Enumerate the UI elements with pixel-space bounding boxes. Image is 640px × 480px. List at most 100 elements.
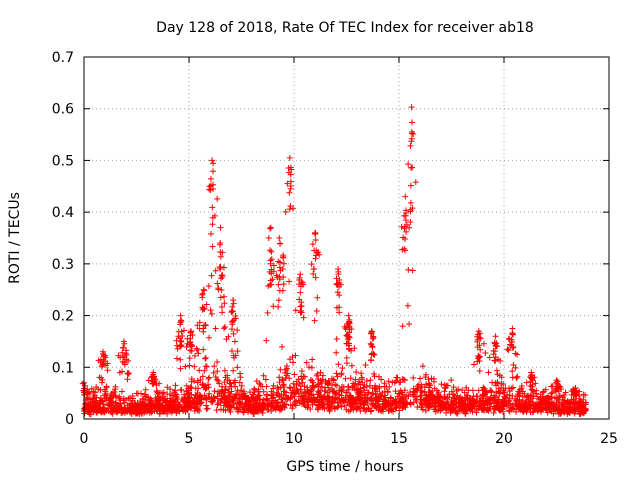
- data-point: [437, 407, 444, 414]
- data-point: [397, 379, 404, 386]
- data-point: [483, 393, 490, 400]
- data-point: [407, 182, 414, 189]
- data-point: [353, 405, 360, 412]
- data-point: [140, 395, 147, 402]
- data-point: [121, 353, 128, 360]
- grid-lines: [84, 57, 609, 419]
- data-point: [494, 400, 501, 407]
- data-point: [409, 267, 416, 274]
- data-point: [214, 195, 221, 202]
- data-point: [401, 387, 408, 394]
- data-point: [280, 388, 287, 395]
- data-point: [299, 379, 306, 386]
- data-point: [462, 408, 469, 415]
- data-point: [479, 397, 486, 404]
- data-point: [287, 171, 294, 178]
- data-point: [268, 248, 275, 255]
- data-point: [582, 392, 589, 399]
- y-tick-label: 0.1: [52, 360, 74, 376]
- data-point: [280, 252, 287, 259]
- data-point: [314, 381, 321, 388]
- data-point: [461, 394, 468, 401]
- data-point: [277, 366, 284, 373]
- data-point: [492, 343, 499, 350]
- data-point: [319, 404, 326, 411]
- data-point: [219, 273, 226, 280]
- data-point: [306, 364, 313, 371]
- data-point: [403, 392, 410, 399]
- data-point: [177, 356, 184, 363]
- y-tick-labels: 0 0.1 0.2 0.3 0.4 0.5 0.6 0.7: [52, 50, 74, 428]
- data-point: [268, 256, 275, 263]
- data-point: [209, 214, 216, 221]
- data-point: [279, 343, 286, 350]
- data-point: [228, 348, 235, 355]
- data-point: [398, 389, 405, 396]
- data-point: [286, 278, 293, 285]
- data-point: [435, 389, 442, 396]
- data-point: [319, 396, 326, 403]
- data-point: [298, 299, 305, 306]
- data-point: [293, 382, 300, 389]
- axis-ticks: [83, 56, 610, 420]
- data-point: [428, 375, 435, 382]
- data-point: [335, 403, 342, 410]
- data-point: [97, 386, 104, 393]
- data-point: [557, 410, 564, 417]
- data-point: [183, 382, 190, 389]
- data-point: [352, 380, 359, 387]
- y-tick-label: 0.5: [52, 153, 74, 169]
- data-point: [561, 392, 568, 399]
- data-point: [569, 408, 576, 415]
- data-point: [280, 260, 287, 267]
- data-point: [324, 389, 331, 396]
- data-point: [235, 407, 242, 414]
- data-point: [335, 283, 342, 290]
- data-point: [407, 142, 414, 149]
- data-point: [298, 368, 305, 375]
- data-point: [492, 379, 499, 386]
- data-point: [402, 193, 409, 200]
- data-point: [492, 354, 499, 361]
- data-point: [396, 407, 403, 414]
- data-point: [275, 303, 282, 310]
- data-point: [370, 334, 377, 341]
- data-point: [205, 381, 212, 388]
- data-point: [200, 325, 207, 332]
- data-point: [376, 373, 383, 380]
- data-point: [284, 180, 291, 187]
- data-point: [276, 273, 283, 280]
- data-point: [349, 395, 356, 402]
- data-point: [347, 375, 354, 382]
- data-point: [541, 398, 548, 405]
- data-point: [314, 391, 321, 398]
- data-point: [214, 280, 221, 287]
- data-point: [125, 395, 132, 402]
- data-point: [194, 406, 201, 413]
- data-point: [184, 335, 191, 342]
- data-point: [226, 377, 233, 384]
- data-point: [297, 271, 304, 278]
- data-point: [219, 386, 226, 393]
- data-point: [183, 388, 190, 395]
- data-point: [309, 356, 316, 363]
- data-point: [214, 359, 221, 366]
- data-point: [210, 160, 217, 167]
- data-point: [181, 398, 188, 405]
- data-point: [200, 346, 207, 353]
- data-point: [408, 138, 415, 145]
- data-point: [153, 388, 160, 395]
- data-point: [343, 354, 350, 361]
- data-point: [381, 380, 388, 387]
- data-point: [274, 384, 281, 391]
- data-point: [336, 292, 343, 299]
- data-point: [476, 342, 483, 349]
- data-point: [219, 309, 226, 316]
- data-point: [231, 338, 238, 345]
- data-point: [173, 355, 180, 362]
- data-point: [210, 395, 217, 402]
- data-point: [276, 374, 283, 381]
- data-point: [566, 404, 573, 411]
- data-point: [509, 384, 516, 391]
- data-point: [247, 406, 254, 413]
